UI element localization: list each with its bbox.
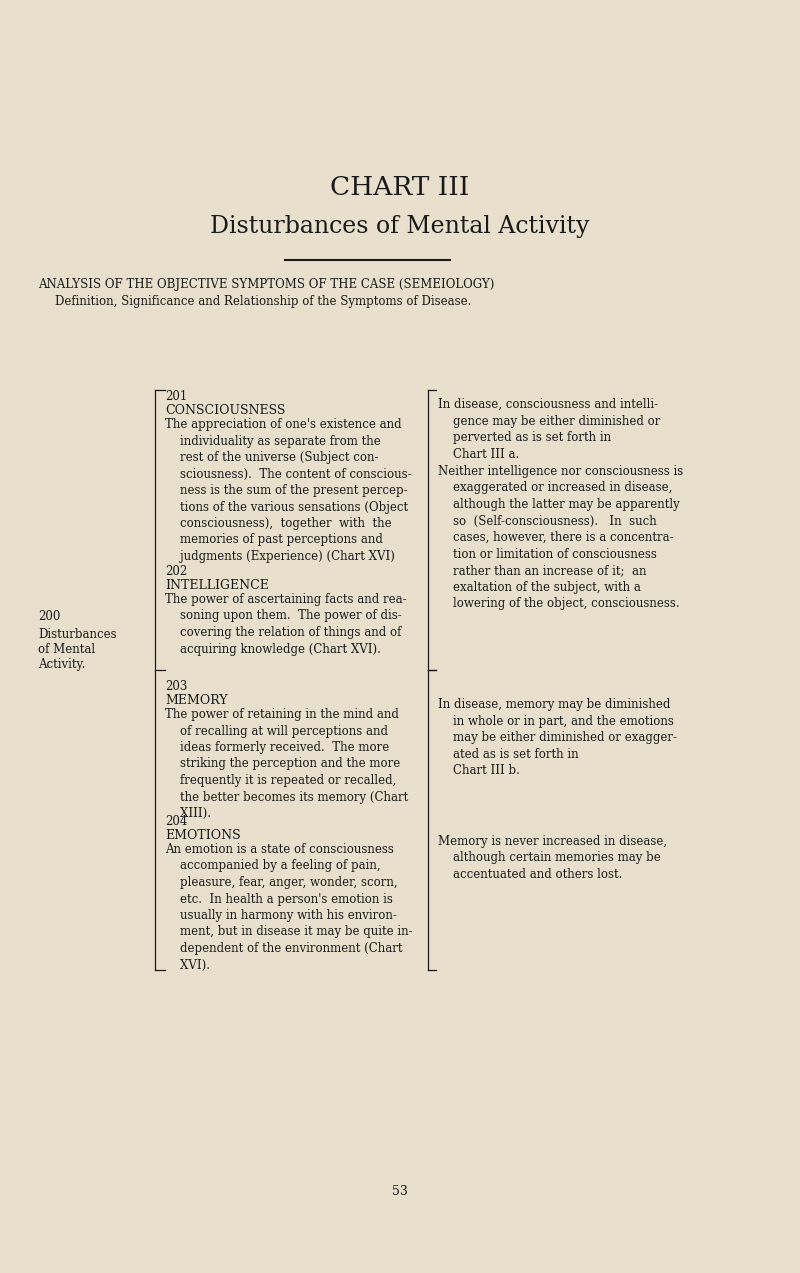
Text: In disease, memory may be diminished
    in whole or in part, and the emotions
 : In disease, memory may be diminished in … [438,698,677,777]
Text: MEMORY: MEMORY [165,694,228,707]
Text: Definition, Significance and Relationship of the Symptoms of Disease.: Definition, Significance and Relationshi… [55,295,471,308]
Text: INTELLIGENCE: INTELLIGENCE [165,579,269,592]
Text: Memory is never increased in disease,
    although certain memories may be
    a: Memory is never increased in disease, al… [438,835,667,881]
Text: of Mental: of Mental [38,643,95,656]
Text: Disturbances of Mental Activity: Disturbances of Mental Activity [210,215,590,238]
Text: Activity.: Activity. [38,658,86,671]
Text: 204: 204 [165,815,187,827]
Text: Disturbances: Disturbances [38,628,117,642]
Text: ANALYSIS OF THE OBJECTIVE SYMPTOMS OF THE CASE (SEMEIOLOGY): ANALYSIS OF THE OBJECTIVE SYMPTOMS OF TH… [38,278,494,292]
Text: 201: 201 [165,390,187,404]
Text: The power of retaining in the mind and
    of recalling at will perceptions and
: The power of retaining in the mind and o… [165,708,408,820]
Text: 200: 200 [38,610,60,622]
Text: 53: 53 [392,1185,408,1198]
Text: The appreciation of one's existence and
    individuality as separate from the
 : The appreciation of one's existence and … [165,418,412,563]
Text: 203: 203 [165,680,187,693]
Text: The power of ascertaining facts and rea-
    soning upon them.  The power of dis: The power of ascertaining facts and rea-… [165,593,406,656]
Text: 202: 202 [165,565,187,578]
Text: CHART III: CHART III [330,174,470,200]
Text: EMOTIONS: EMOTIONS [165,829,241,841]
Text: In disease, consciousness and intelli-
    gence may be either diminished or
   : In disease, consciousness and intelli- g… [438,398,660,461]
Text: Neither intelligence nor consciousness is
    exaggerated or increased in diseas: Neither intelligence nor consciousness i… [438,465,683,610]
Text: An emotion is a state of consciousness
    accompanied by a feeling of pain,
   : An emotion is a state of consciousness a… [165,843,413,971]
Text: CONSCIOUSNESS: CONSCIOUSNESS [165,404,286,418]
